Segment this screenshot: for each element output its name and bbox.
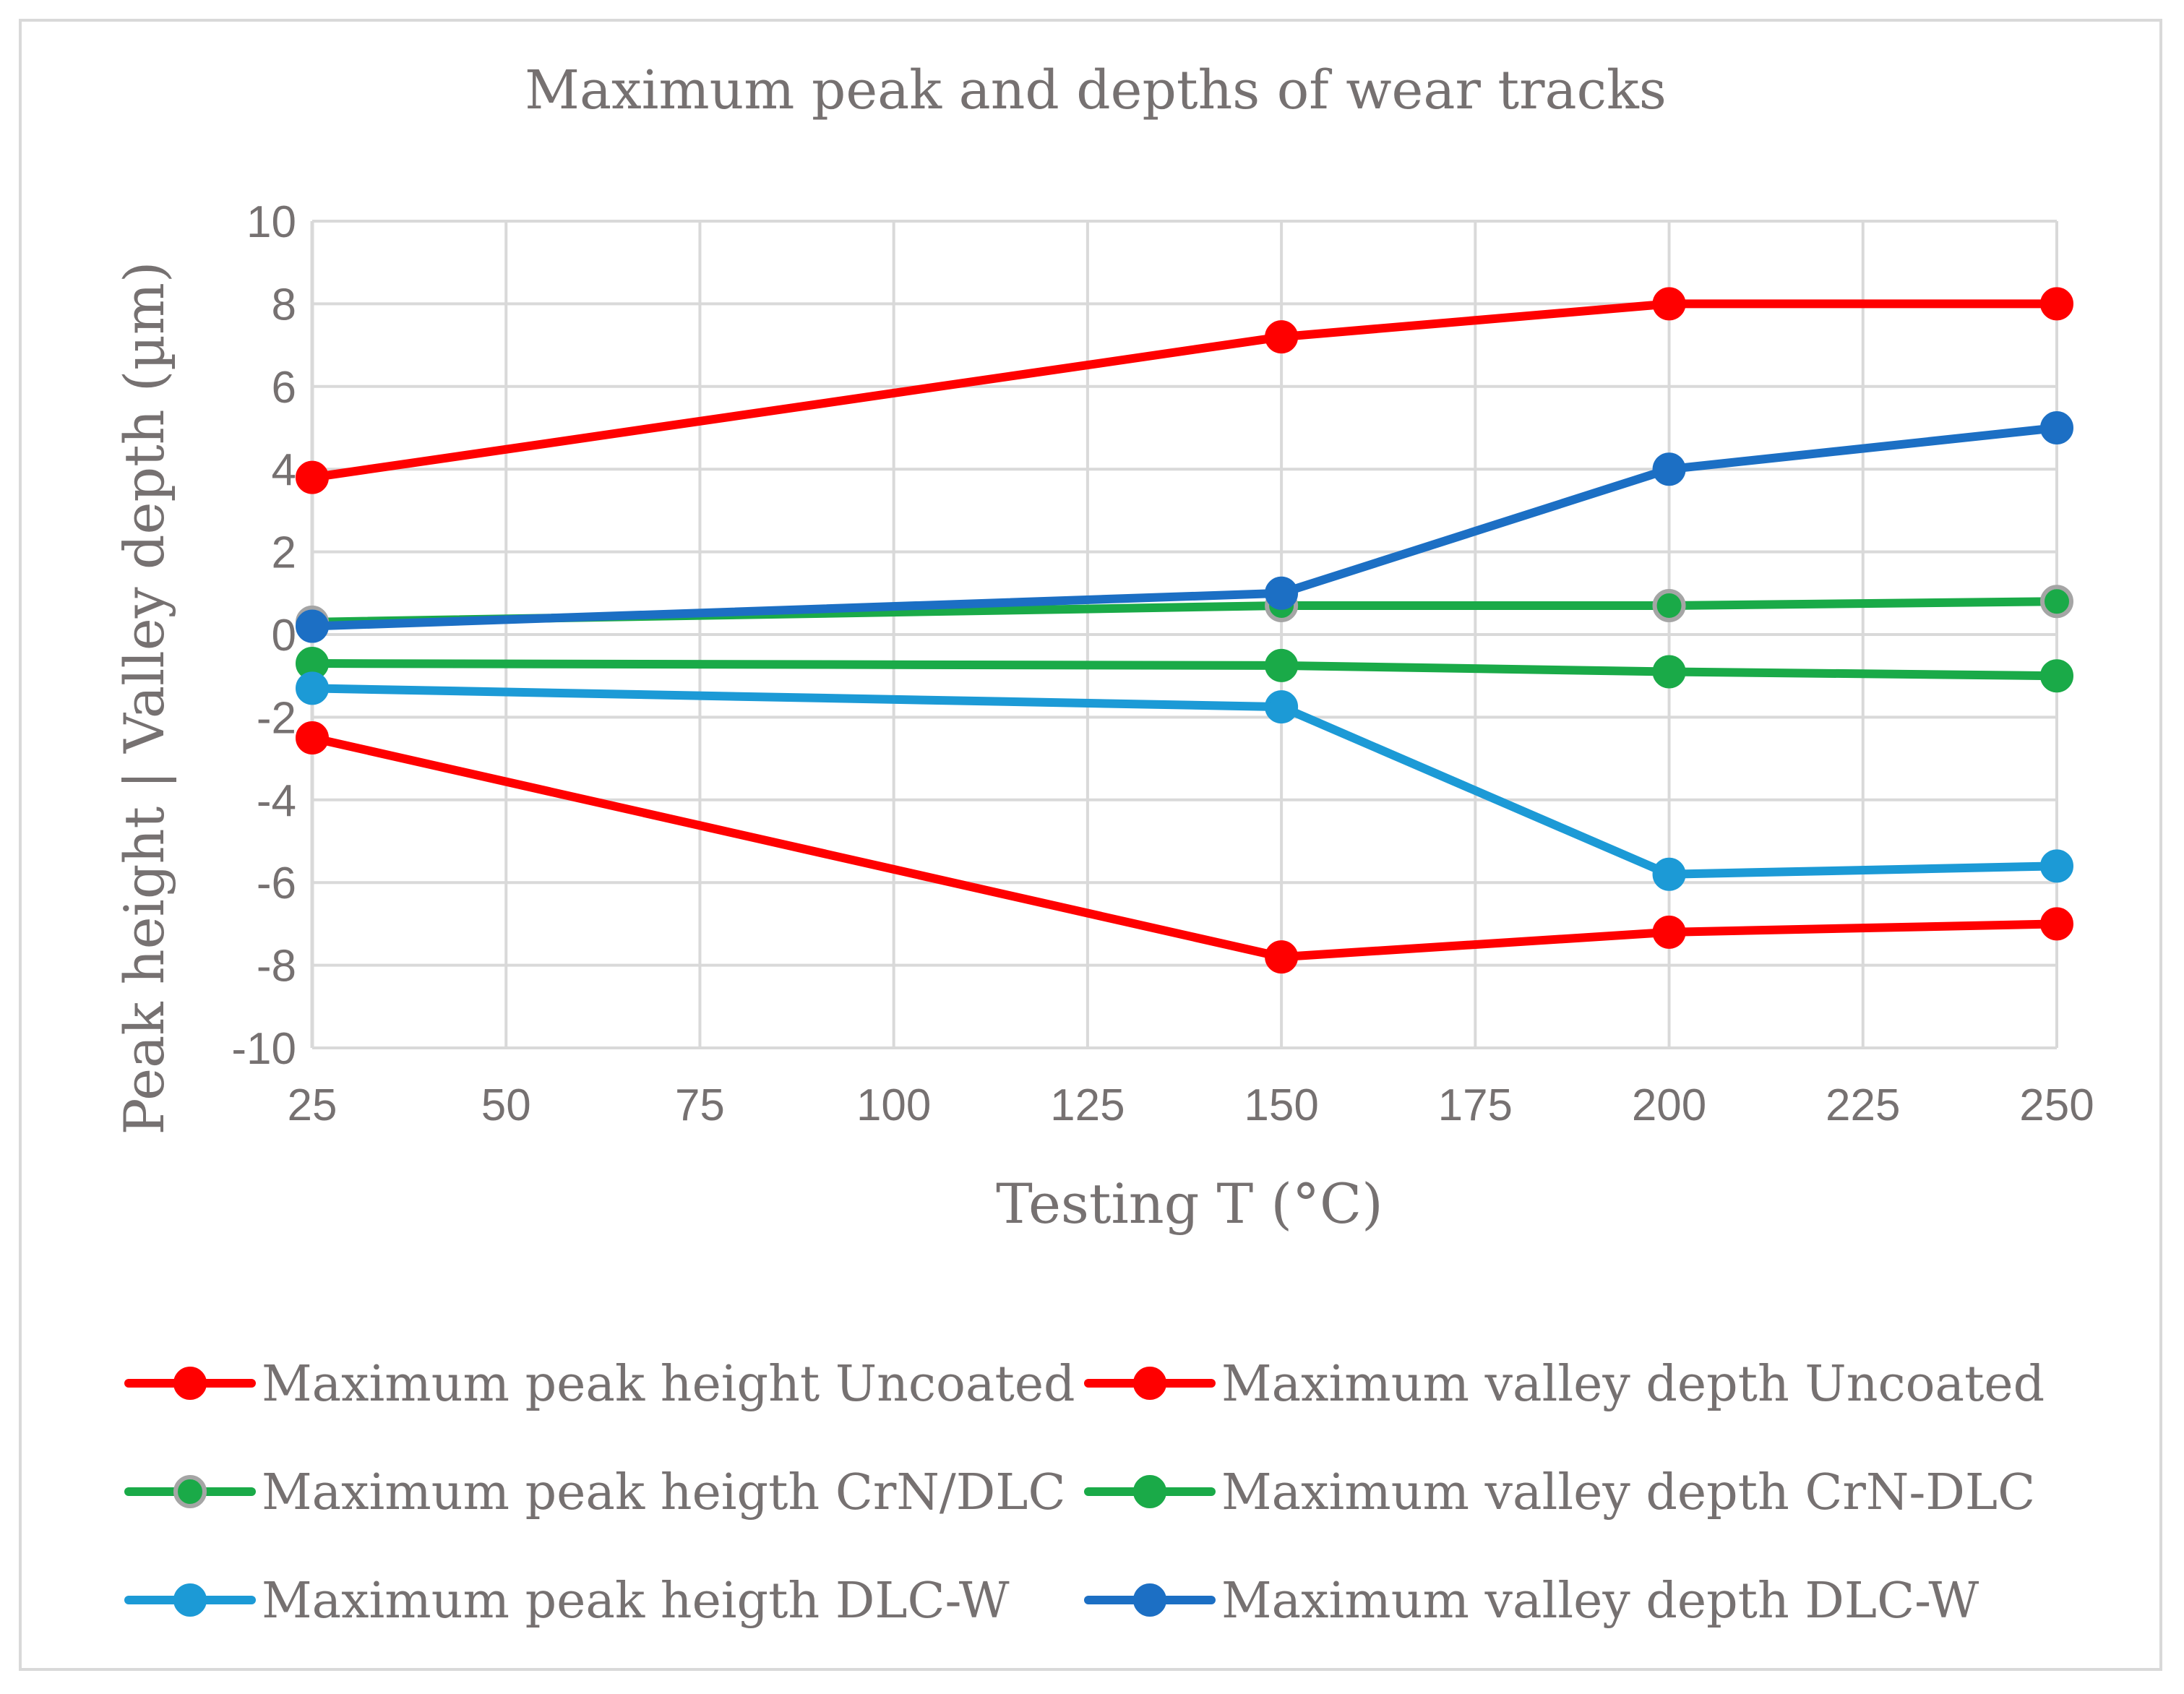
line-chart: Maximum peak and depths of wear tracks 1… — [112, 59, 2094, 1630]
y-tick-label: 8 — [272, 280, 296, 330]
legend-item: Maximum peak height Uncoated — [124, 1356, 1075, 1413]
x-tick-label: 25 — [288, 1080, 338, 1130]
legend-item: Maximum valley depth DLC-W — [1084, 1573, 1979, 1630]
series-2 — [296, 721, 2073, 974]
data-point — [1652, 915, 1686, 949]
series-layer — [296, 287, 2073, 974]
y-tick-label: 4 — [272, 445, 296, 495]
legend-swatch-marker — [173, 1583, 207, 1617]
x-tick-label: 200 — [1632, 1080, 1706, 1130]
legend-item: Maximum peak heigth DLC-W — [124, 1573, 1010, 1630]
series-line — [308, 424, 2061, 631]
data-point — [1652, 857, 1686, 891]
legend-swatch-marker — [173, 1475, 207, 1508]
axis-layer: 10 8 6 4 2 0 -2 -4 -6 -8 -10 25 50 75 100 125 150 175 200 2… — [231, 197, 2094, 1130]
data-point — [2040, 659, 2073, 693]
series-5 — [296, 671, 2073, 891]
series-line — [308, 684, 2061, 879]
legend-label: Maximum peak heigth DLC-W — [262, 1573, 1010, 1630]
data-point — [2040, 411, 2073, 444]
legend-label: Maximum valley depth Uncoated — [1221, 1356, 2045, 1413]
legend-swatch-marker — [1133, 1367, 1166, 1400]
legend-swatch-marker — [1133, 1583, 1166, 1617]
y-tick-label: -2 — [257, 693, 296, 743]
data-point — [1265, 648, 1299, 682]
y-tick-label: -8 — [257, 942, 296, 992]
x-tick-label: 175 — [1438, 1080, 1513, 1130]
x-tick-label: 50 — [481, 1080, 531, 1130]
data-point — [1652, 287, 1686, 321]
legend-item: Maximum valley depth Uncoated — [1084, 1356, 2045, 1413]
data-point — [2040, 585, 2073, 619]
y-tick-label: -6 — [257, 859, 296, 908]
data-point — [2040, 287, 2073, 321]
series-line — [308, 734, 2061, 962]
y-tick-label: 2 — [272, 528, 296, 578]
legend-swatch-marker — [1133, 1475, 1166, 1508]
data-point — [296, 671, 329, 705]
data-point — [1265, 576, 1299, 610]
y-tick-label: 10 — [246, 197, 296, 247]
data-point — [296, 721, 329, 754]
y-axis-label: Peak height | Valley depth (µm) — [112, 261, 176, 1135]
x-tick-label: 75 — [675, 1080, 725, 1130]
data-point — [2040, 907, 2073, 941]
series-line — [308, 659, 2061, 681]
data-point — [2040, 849, 2073, 883]
data-point — [1265, 940, 1299, 974]
legend-label: Maximum peak heigth CrN/DLC — [262, 1464, 1065, 1521]
series-1 — [296, 287, 2073, 494]
series-line — [308, 299, 2061, 482]
legend-item: Maximum peak heigth CrN/DLC — [124, 1464, 1065, 1521]
data-point — [296, 460, 329, 494]
y-tick-label: -4 — [257, 776, 296, 826]
chart-title: Maximum peak and depths of wear tracks — [525, 59, 1667, 121]
data-point — [1652, 655, 1686, 689]
y-tick-label: 6 — [272, 363, 296, 413]
x-axis-label: Testing T (°C) — [996, 1171, 1383, 1236]
x-tick-label: 250 — [2019, 1080, 2094, 1130]
data-point — [1265, 320, 1299, 354]
x-tick-label: 225 — [1826, 1080, 1900, 1130]
legend: Maximum peak height Uncoated Maximum vall… — [124, 1356, 2045, 1630]
chart-frame: Maximum peak and depths of wear tracks 1… — [19, 19, 2162, 1671]
grid-layer — [311, 220, 2058, 1049]
x-tick-label: 125 — [1050, 1080, 1125, 1130]
series-6 — [296, 411, 2073, 643]
x-tick-label: 100 — [856, 1080, 931, 1130]
data-point — [1652, 452, 1686, 486]
legend-label: Maximum valley depth DLC-W — [1221, 1573, 1979, 1630]
legend-label: Maximum peak height Uncoated — [262, 1356, 1075, 1413]
legend-label: Maximum valley depth CrN-DLC — [1221, 1464, 2035, 1521]
series-4 — [296, 647, 2073, 693]
data-point — [296, 609, 329, 643]
x-tick-label: 150 — [1244, 1080, 1318, 1130]
y-tick-label: 0 — [272, 611, 296, 661]
legend-swatch-marker — [173, 1367, 207, 1400]
data-point — [1652, 588, 1686, 622]
legend-item: Maximum valley depth CrN-DLC — [1084, 1464, 2035, 1521]
y-tick-label: -10 — [231, 1024, 296, 1074]
data-point — [1265, 690, 1299, 724]
